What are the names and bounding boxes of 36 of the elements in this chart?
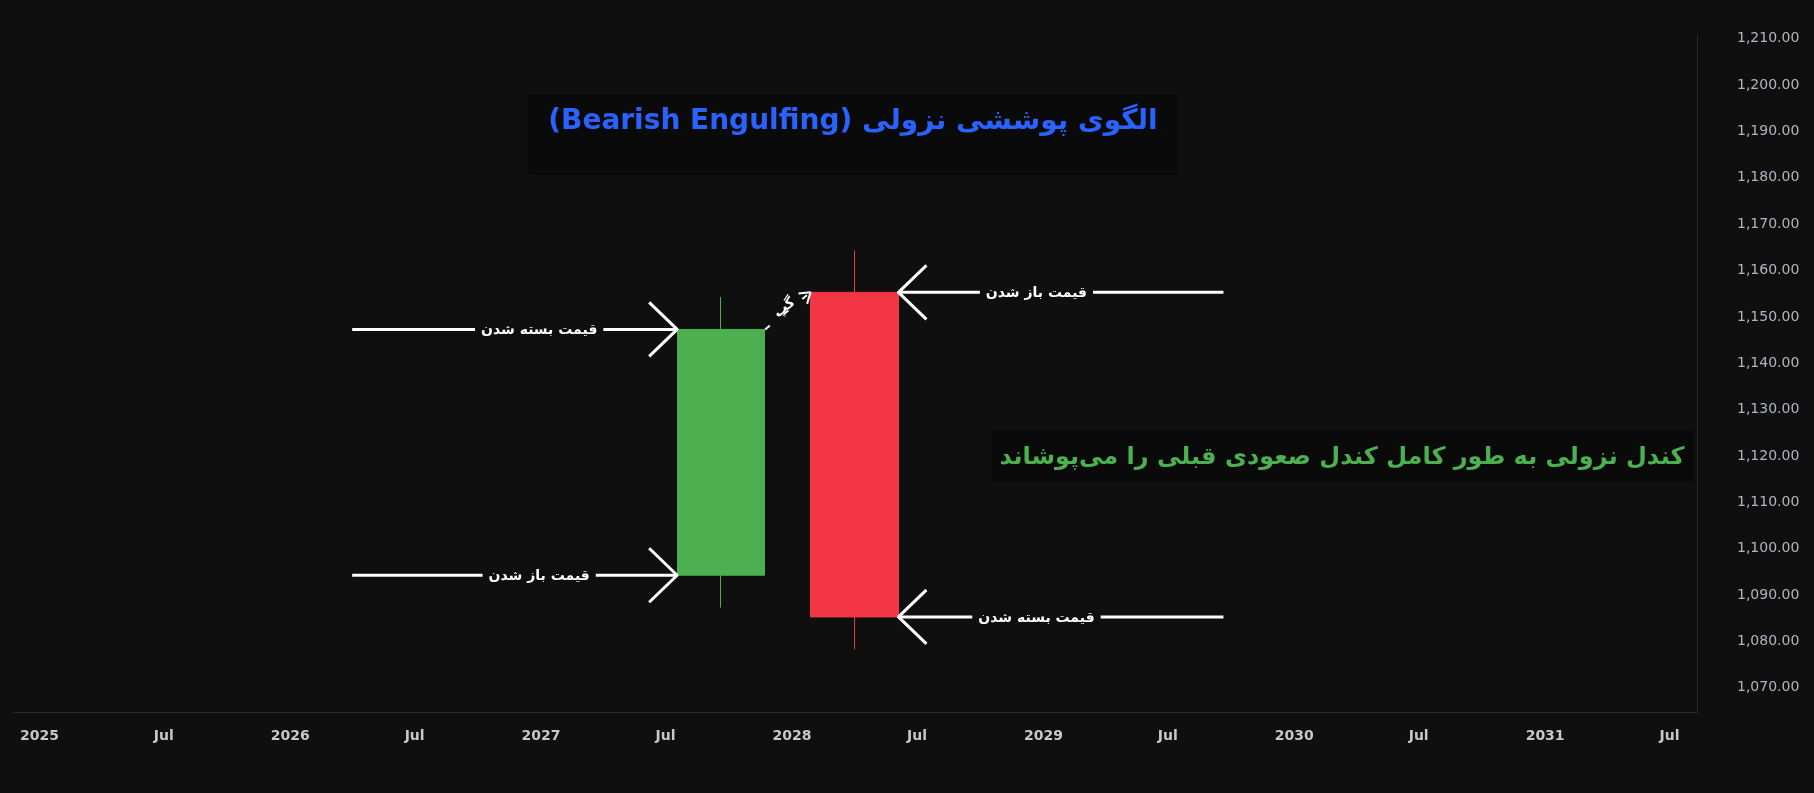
y-tick-label: 1,140.00 [1737, 353, 1800, 370]
y-tick-label: 1,160.00 [1737, 261, 1800, 278]
x-tick-label: Jul [1407, 727, 1429, 743]
x-tick-label: Jul [1658, 727, 1680, 743]
annotation: قیمت بسته شدن [480, 321, 598, 338]
y-tick-label: 1,080.00 [1737, 632, 1800, 649]
annotation: گپ [769, 292, 800, 322]
x-tick-label: Jul [152, 727, 174, 743]
y-tick-label: 1,130.00 [1737, 400, 1800, 417]
x-tick-label: Jul [1156, 727, 1178, 743]
annotation: کندل نزولی به طور کامل کندل صعودی قبلی را می‌پوشاند [999, 442, 1685, 470]
annotation: قیمت بسته شدن [978, 608, 1095, 625]
y-tick-label: 1,200.00 [1737, 75, 1800, 92]
y-tick-label: 1,170.00 [1737, 214, 1800, 231]
annotation: قیمت باز شدن [488, 567, 590, 584]
y-tick-label: 1,110.00 [1737, 493, 1800, 510]
x-tick-label: 2025 [19, 727, 59, 743]
x-tick-label: 2027 [521, 727, 561, 743]
text: الگوی پوششی نزولی (Bearish Engulfing) [548, 102, 1158, 136]
y-tick-label: 1,090.00 [1737, 585, 1800, 602]
x-tick-label: 2031 [1525, 727, 1565, 743]
y-tick-label: 1,070.00 [1737, 678, 1800, 695]
annotation: قیمت باز شدن [985, 284, 1088, 301]
x-tick-label: 2028 [772, 727, 812, 743]
x-tick-label: Jul [403, 727, 425, 743]
x-tick-label: Jul [906, 727, 927, 743]
y-tick-label: 1,190.00 [1737, 122, 1800, 139]
y-tick-label: 1,210.00 [1737, 29, 1800, 46]
y-tick-label: 1,120.00 [1737, 446, 1800, 463]
y-tick-label: 1,180.00 [1737, 168, 1800, 185]
x-tick-label: 2026 [270, 727, 310, 743]
x-tick-label: 2030 [1274, 727, 1315, 743]
x-tick-label: 2029 [1023, 727, 1063, 743]
y-tick-label: 1,150.00 [1737, 307, 1800, 324]
y-tick-label: 1,100.00 [1737, 539, 1800, 556]
x-tick-label: Jul [654, 727, 676, 743]
